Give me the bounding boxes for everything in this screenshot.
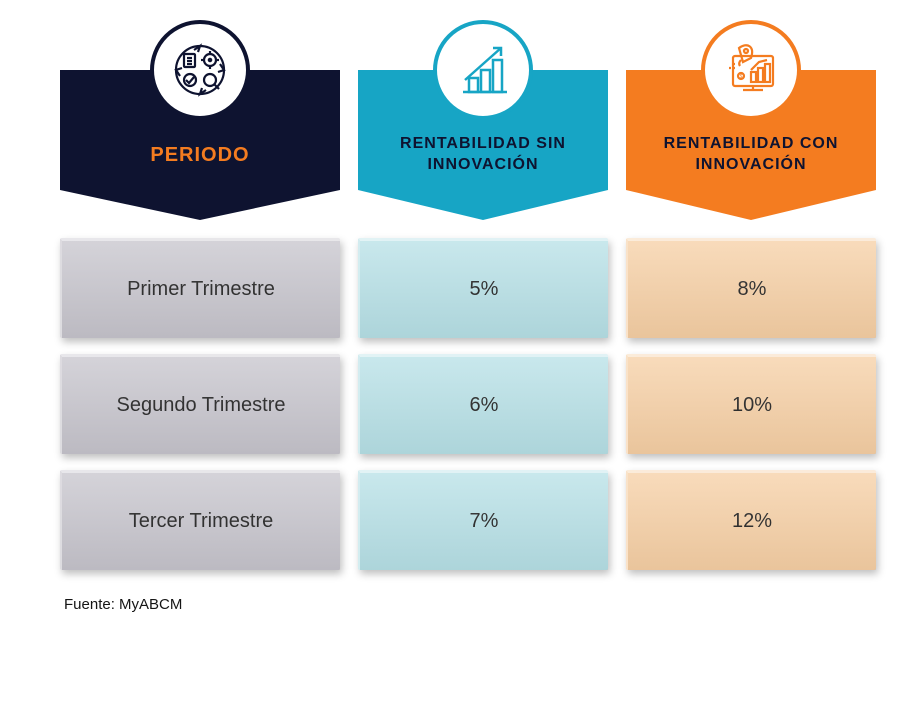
rocket-dashboard-icon: $ [701,20,801,120]
cell-con: 12% [732,510,772,533]
header-sin-innovacion: RENTABILIDAD SIN INNOVACIÓN [358,20,608,220]
growth-chart-icon [433,20,533,120]
header-label-periodo: PERIODO [130,124,269,167]
cell-sin: 5% [470,278,499,301]
table-row: 5% [358,238,608,338]
table-row: Segundo Trimestre [60,354,340,454]
header-con-innovacion: $ RENTABILIDAD CON INNOVACIÓN [626,20,876,220]
table-row: Primer Trimestre [60,238,340,338]
header-periodo: PERIODO [60,20,340,220]
cell-periodo: Tercer Trimestre [129,510,273,533]
comparison-table: PERIODO RENTABILIDAD SIN INNOVACIÓN [60,20,868,586]
cycle-icon [150,20,250,120]
table-row: 8% [626,238,876,338]
table-row: Tercer Trimestre [60,470,340,570]
source-label: Fuente: MyABCM [64,596,868,613]
table-row: 12% [626,470,876,570]
header-label-con: RENTABILIDAD CON INNOVACIÓN [626,114,876,176]
cell-sin: 6% [470,394,499,417]
cell-con: 10% [732,394,772,417]
cell-sin: 7% [470,510,499,533]
cell-periodo: Segundo Trimestre [117,394,286,417]
table-row: 10% [626,354,876,454]
svg-text:$: $ [740,74,743,80]
header-label-sin: RENTABILIDAD SIN INNOVACIÓN [358,114,608,176]
cell-con: 8% [738,278,767,301]
table-row: 7% [358,470,608,570]
cell-periodo: Primer Trimestre [127,278,275,301]
table-row: 6% [358,354,608,454]
